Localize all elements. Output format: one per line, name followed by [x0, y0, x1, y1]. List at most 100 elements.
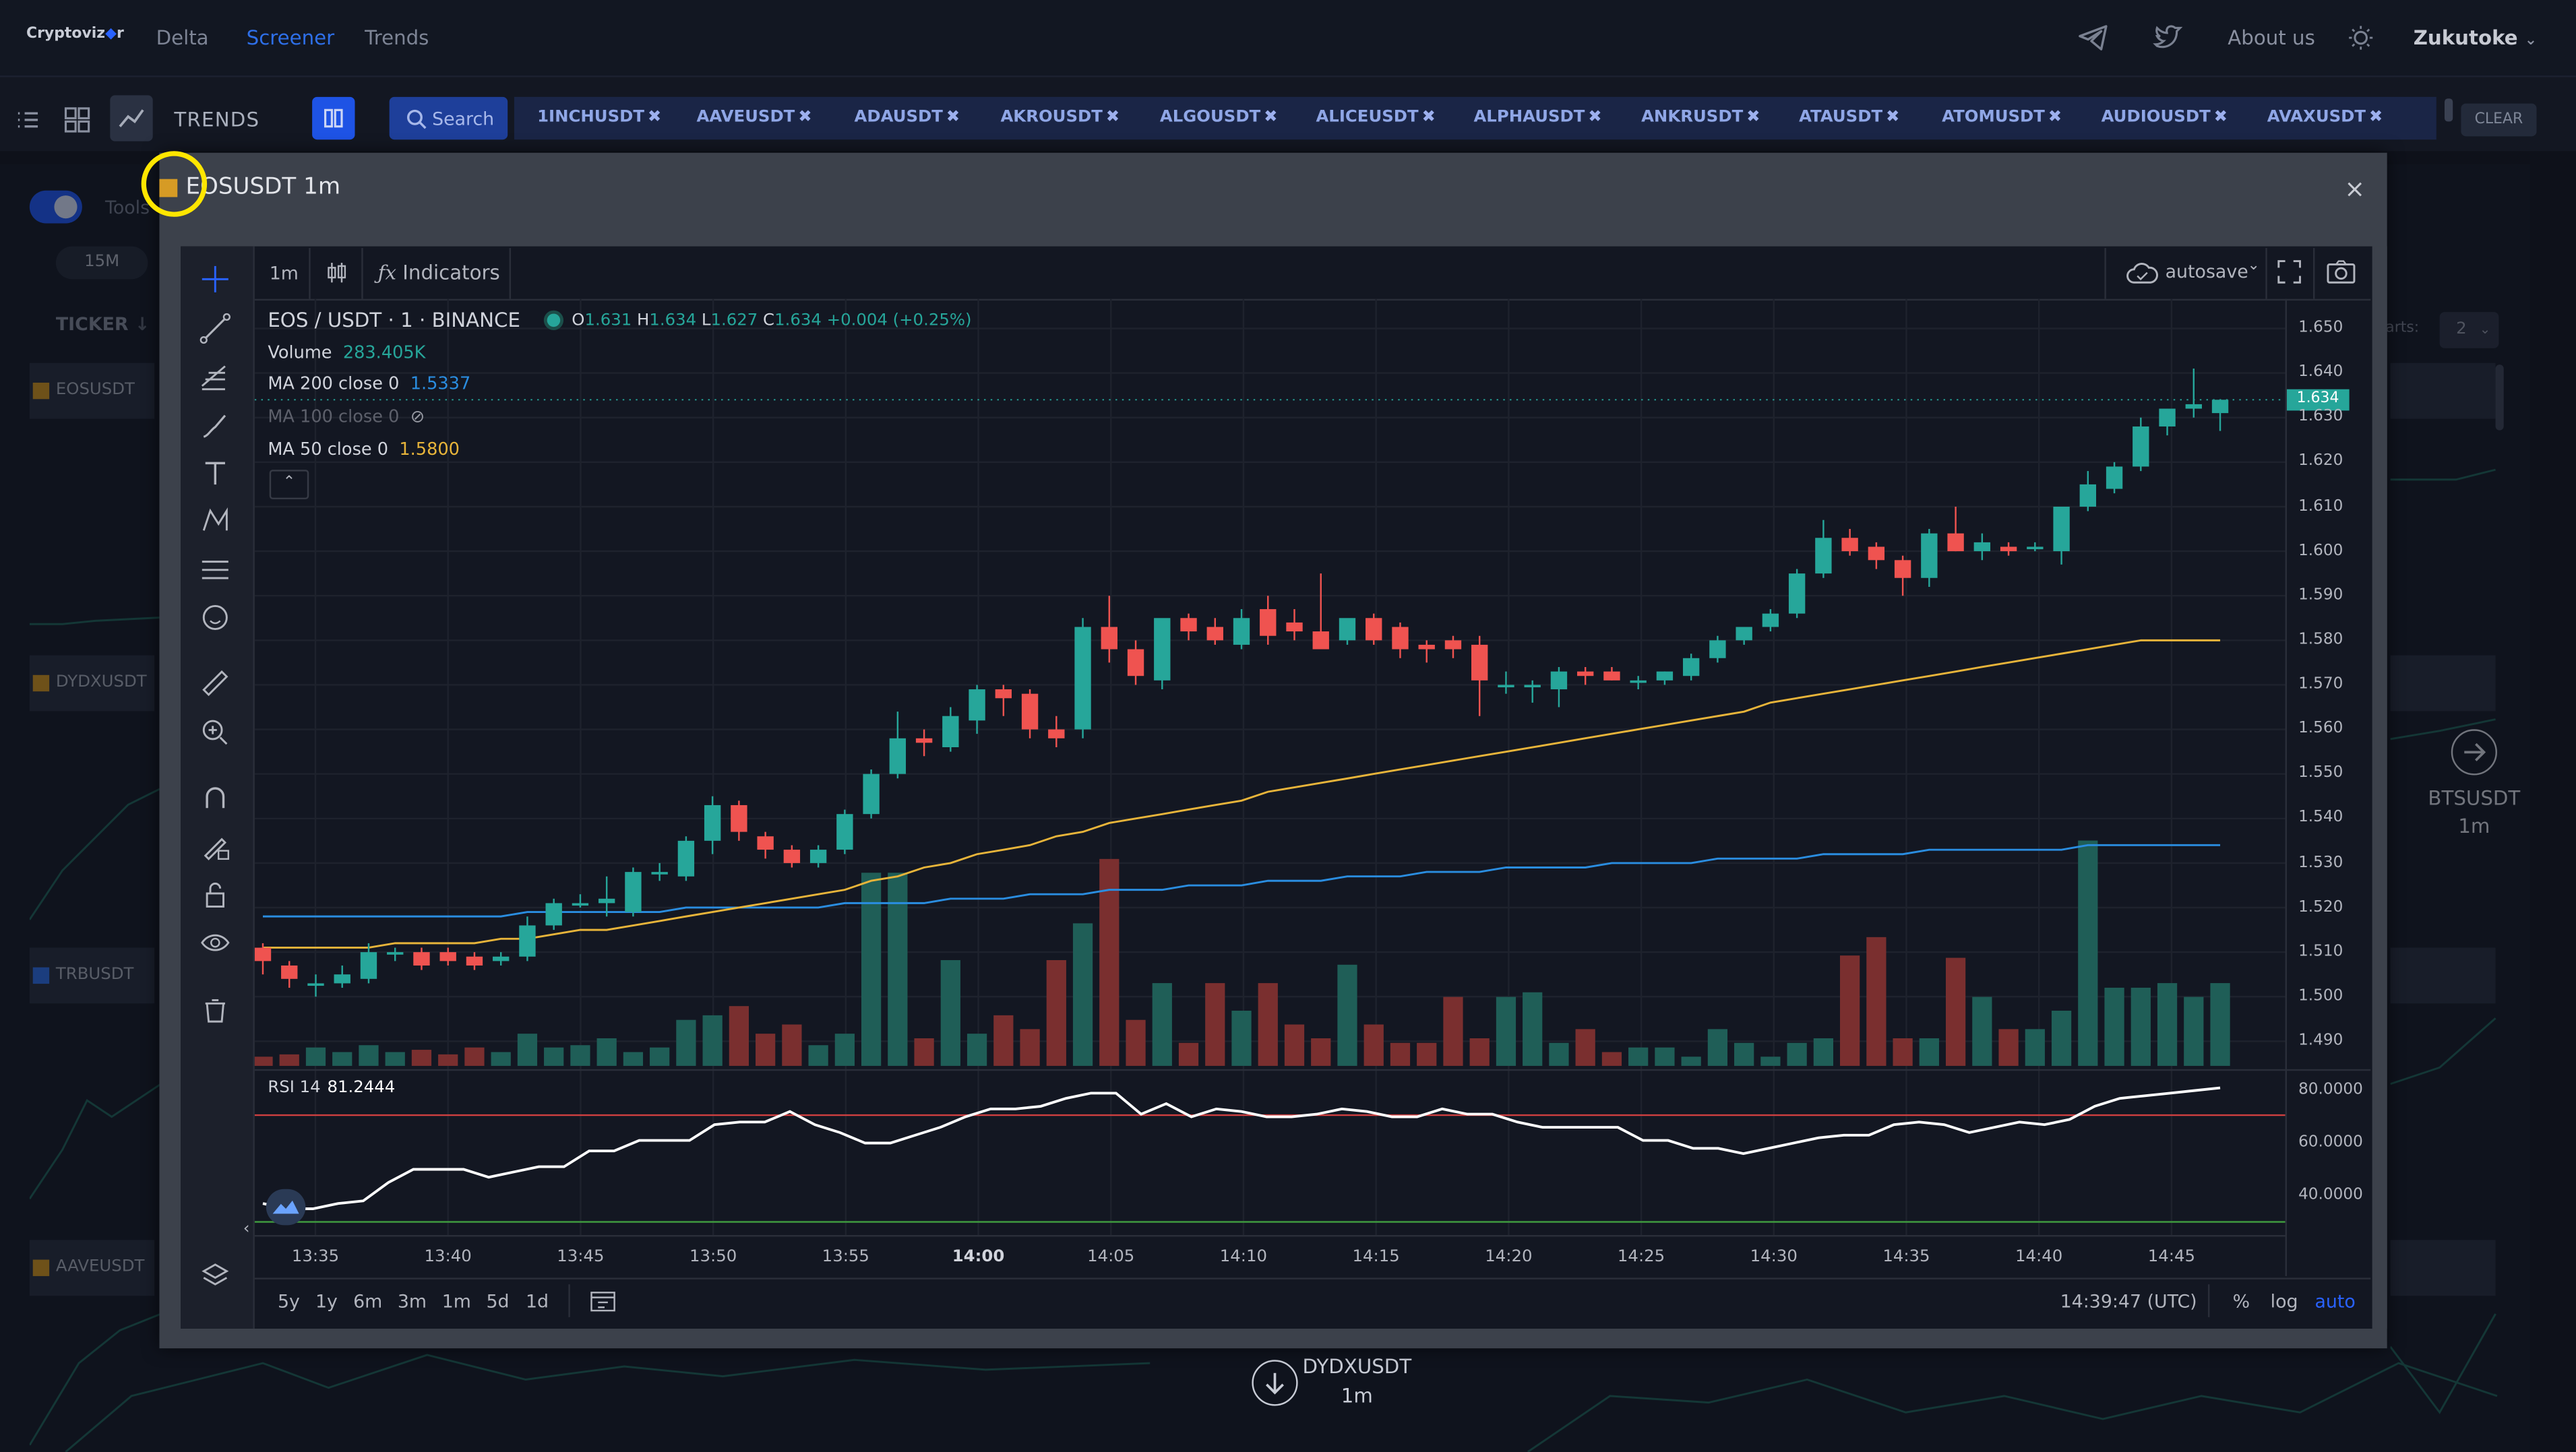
symbol-chip[interactable]: AUDIOUSDT ✖: [2102, 105, 2228, 131]
percent-scale-button[interactable]: %: [2232, 1290, 2250, 1313]
theme-sun-icon[interactable]: [2346, 23, 2376, 53]
symbol-chip[interactable]: ATOMUSDT ✖: [1942, 105, 2062, 131]
about-link[interactable]: About us: [2228, 26, 2315, 50]
symbol-chip[interactable]: ATAUSDT ✖: [1799, 105, 1899, 131]
interval-button[interactable]: 1m: [269, 263, 299, 284]
tradingview-logo[interactable]: [266, 1189, 306, 1226]
symbol-chip[interactable]: AKROUSDT ✖: [1000, 105, 1120, 131]
columns-toggle-button[interactable]: [312, 96, 355, 140]
ma200-legend[interactable]: MA 200 close 0 1.5337: [268, 375, 470, 394]
volume-legend[interactable]: Volume 283.405K: [268, 343, 425, 362]
search-button[interactable]: Search: [389, 96, 508, 140]
crosshair-icon[interactable]: [199, 263, 232, 296]
trash-icon[interactable]: [199, 994, 232, 1027]
twitter-icon[interactable]: [2152, 22, 2185, 55]
clear-button[interactable]: CLEAR: [2461, 103, 2537, 137]
ticker-row[interactable]: EOSUSDT: [29, 362, 155, 419]
range-button-5y[interactable]: 5y: [277, 1290, 300, 1313]
ticker-row[interactable]: TRBUSDT: [29, 947, 155, 1004]
pane-divider[interactable]: [254, 1069, 2371, 1071]
chips-scrollbar[interactable]: [2445, 98, 2453, 122]
symbol-chip[interactable]: AAVEUSDT ✖: [697, 105, 812, 131]
range-button-5d[interactable]: 5d: [486, 1290, 510, 1313]
autosave-button[interactable]: autosave ⌄: [2116, 250, 2267, 296]
close-icon[interactable]: ✖: [2213, 108, 2228, 127]
close-icon[interactable]: ✖: [2048, 108, 2062, 127]
close-icon[interactable]: ✖: [1421, 108, 1436, 127]
close-icon[interactable]: ×: [2344, 174, 2365, 204]
close-icon[interactable]: ✖: [2368, 108, 2383, 127]
ticker-row[interactable]: DYDXUSDT: [29, 655, 155, 712]
user-menu[interactable]: Zukutoke ⌄: [2414, 26, 2537, 49]
close-icon[interactable]: ✖: [1105, 108, 1120, 127]
close-icon[interactable]: ✖: [1588, 108, 1602, 127]
trend-line-tool-icon[interactable]: [199, 312, 232, 345]
ma100-legend[interactable]: MA 100 close 0 ⊘: [268, 408, 425, 427]
candle-style-icon[interactable]: [322, 258, 352, 288]
ticker-header[interactable]: TICKER ↓: [56, 314, 150, 336]
nav-trends[interactable]: Trends: [365, 26, 429, 50]
go-to-date-icon[interactable]: [590, 1289, 616, 1312]
auto-scale-button[interactable]: auto: [2314, 1290, 2356, 1313]
range-button-1m[interactable]: 1m: [441, 1290, 471, 1313]
symbol-chip[interactable]: ALPHAUSDT ✖: [1473, 105, 1601, 131]
smiley-icon[interactable]: [199, 601, 232, 634]
hidden-eye-icon[interactable]: ⊘: [410, 407, 425, 427]
chart-container[interactable]: [181, 246, 2372, 1329]
unlock-icon[interactable]: [199, 879, 232, 912]
close-icon[interactable]: ✖: [798, 108, 812, 127]
collapse-legend-button[interactable]: ⌃: [269, 470, 309, 499]
grid-view-icon[interactable]: [59, 102, 96, 138]
range-button-1y[interactable]: 1y: [315, 1290, 338, 1313]
close-icon[interactable]: ✖: [1746, 108, 1760, 127]
text-tool-icon[interactable]: [199, 457, 232, 490]
eye-icon[interactable]: [199, 926, 232, 959]
price-chart[interactable]: [254, 298, 2286, 1278]
charts-count-select[interactable]: 2 ⌄: [2439, 312, 2499, 348]
log-scale-button[interactable]: log: [2270, 1290, 2298, 1313]
magnet-icon[interactable]: [199, 782, 232, 815]
close-icon[interactable]: ✖: [946, 108, 960, 127]
symbol-chip[interactable]: AVAXUSDT ✖: [2267, 105, 2383, 131]
close-icon[interactable]: ✖: [1885, 108, 1900, 127]
pattern-tool-icon[interactable]: [199, 504, 232, 537]
prediction-tool-icon[interactable]: [199, 553, 232, 586]
next-down-button[interactable]: [1252, 1360, 1298, 1406]
range-button-3m[interactable]: 3m: [397, 1290, 427, 1313]
symbol-chip[interactable]: ALICEUSDT ✖: [1316, 105, 1436, 131]
price-axis[interactable]: [2285, 298, 2372, 1276]
brand-logo[interactable]: Cryptoviz◆r: [26, 26, 124, 42]
nav-screener[interactable]: Screener: [246, 26, 335, 50]
lock-drawing-icon[interactable]: [199, 831, 232, 864]
symbol-chip[interactable]: ADAUSDT ✖: [855, 105, 960, 131]
object-tree-icon[interactable]: [199, 1260, 232, 1293]
rsi-legend[interactable]: RSI 14 81.2444: [268, 1079, 395, 1097]
collapse-toolbar-icon[interactable]: ‹: [243, 1220, 250, 1238]
modal-scrollbar[interactable]: [2372, 246, 2387, 1329]
nav-delta[interactable]: Delta: [156, 26, 209, 50]
fib-tool-icon[interactable]: [199, 360, 232, 393]
timeframe-button[interactable]: 15M: [55, 246, 148, 280]
trends-view-button[interactable]: [110, 95, 153, 141]
list-view-icon[interactable]: [10, 102, 47, 138]
symbol-chip[interactable]: ALGOUSDT ✖: [1160, 105, 1278, 131]
close-icon[interactable]: ✖: [647, 108, 662, 127]
brush-tool-icon[interactable]: [199, 409, 232, 442]
telegram-icon[interactable]: [2077, 22, 2110, 55]
fullscreen-icon[interactable]: [2275, 258, 2303, 286]
zoom-in-icon[interactable]: [199, 716, 232, 749]
ticker-row[interactable]: AAVEUSDT: [29, 1240, 155, 1296]
range-button-1d[interactable]: 1d: [526, 1290, 549, 1313]
clock[interactable]: 14:39:47 (UTC): [2060, 1290, 2197, 1313]
symbol-chip[interactable]: ANKRUSDT ✖: [1641, 105, 1760, 131]
ruler-icon[interactable]: [199, 667, 232, 700]
tools-toggle[interactable]: [29, 190, 82, 224]
camera-icon[interactable]: [2325, 258, 2358, 286]
range-button-6m[interactable]: 6m: [353, 1290, 383, 1313]
symbol-chip[interactable]: 1INCHUSDT ✖: [537, 105, 661, 131]
ma50-legend[interactable]: MA 50 close 0 1.5800: [268, 440, 460, 460]
close-icon[interactable]: ✖: [1264, 108, 1278, 127]
vertical-scrollbar[interactable]: [2495, 365, 2504, 431]
indicators-button[interactable]: ƒx Indicators: [378, 261, 500, 284]
next-right-button[interactable]: [2451, 729, 2497, 776]
